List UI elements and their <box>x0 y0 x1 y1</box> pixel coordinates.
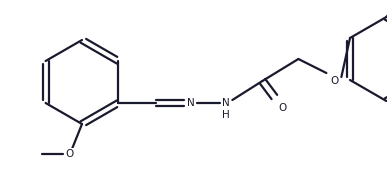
Text: H: H <box>223 110 230 120</box>
Text: N: N <box>187 98 195 108</box>
Text: O: O <box>278 103 286 113</box>
Text: O: O <box>330 76 339 86</box>
Text: O: O <box>66 149 74 159</box>
Text: N: N <box>223 98 230 108</box>
